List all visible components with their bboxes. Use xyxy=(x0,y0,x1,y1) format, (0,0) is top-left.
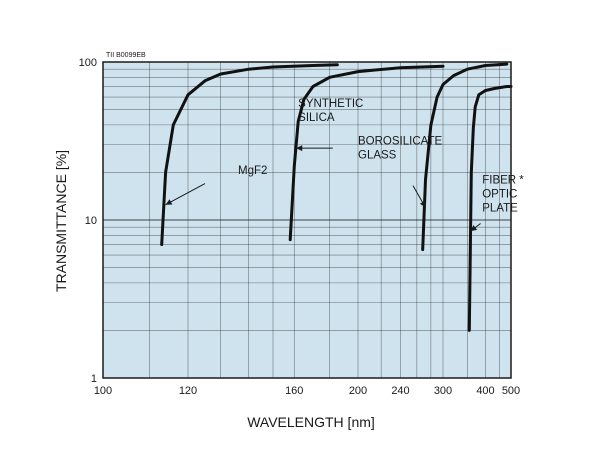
x-tick-label: 160 xyxy=(285,385,303,397)
annotation-label-line: SILICA xyxy=(298,112,335,124)
annotation-label-line: MgF2 xyxy=(238,165,267,177)
annotation-label-line: SYNTHETIC xyxy=(298,98,363,110)
annotation-arrowhead xyxy=(165,199,173,205)
y-tick-label: 100 xyxy=(79,57,97,69)
gridlines xyxy=(103,62,511,378)
annotation-arrowhead xyxy=(419,200,426,208)
x-tick-label: 100 xyxy=(94,385,112,397)
x-tick-label: 500 xyxy=(502,385,520,397)
x-tick-label: 240 xyxy=(391,385,409,397)
series-curve xyxy=(421,62,509,252)
x-tick-label: 300 xyxy=(434,385,452,397)
series-curve xyxy=(467,85,513,332)
annotation-label-line: OPTIC xyxy=(482,189,517,201)
curves xyxy=(160,62,513,332)
annotation-label: BOROSILICATE GLASS xyxy=(358,136,442,162)
tick-labels: 100 120 160 200 240 300 400 500 1 10 100 xyxy=(79,57,521,397)
chart-code: TII B0099EB xyxy=(106,52,146,59)
series-curve xyxy=(288,64,445,242)
annotation-label-line: PLATE xyxy=(482,203,518,215)
annotation-leader xyxy=(165,183,206,206)
annotation-label: SYNTHETIC SILICA xyxy=(298,98,363,124)
annotation-arrowhead xyxy=(470,225,478,232)
y-tick-label: 10 xyxy=(85,215,97,227)
x-tick-label: 200 xyxy=(349,385,367,397)
x-axis-label: WAVELENGTH [nm] xyxy=(247,414,375,430)
y-tick-label: 1 xyxy=(91,373,97,385)
annotations: MgF2 SYNTHETIC SILICA BOROSILICATE GLASS FIBE… xyxy=(165,98,524,232)
annotation-label: MgF2 xyxy=(238,165,267,177)
annotation-label-line: FIBER * xyxy=(482,175,524,187)
x-tick-label: 120 xyxy=(179,385,197,397)
annotation-label-line: GLASS xyxy=(358,150,397,162)
annotation-arrowhead xyxy=(296,145,303,152)
x-tick-label: 400 xyxy=(476,385,494,397)
annotation-label-line: BOROSILICATE xyxy=(358,136,442,148)
y-axis-label: TRANSMITTANCE [%] xyxy=(53,150,69,292)
annotation-label: FIBER * OPTIC PLATE xyxy=(482,175,524,215)
series-curve xyxy=(160,63,339,246)
plot-frame xyxy=(102,61,512,379)
